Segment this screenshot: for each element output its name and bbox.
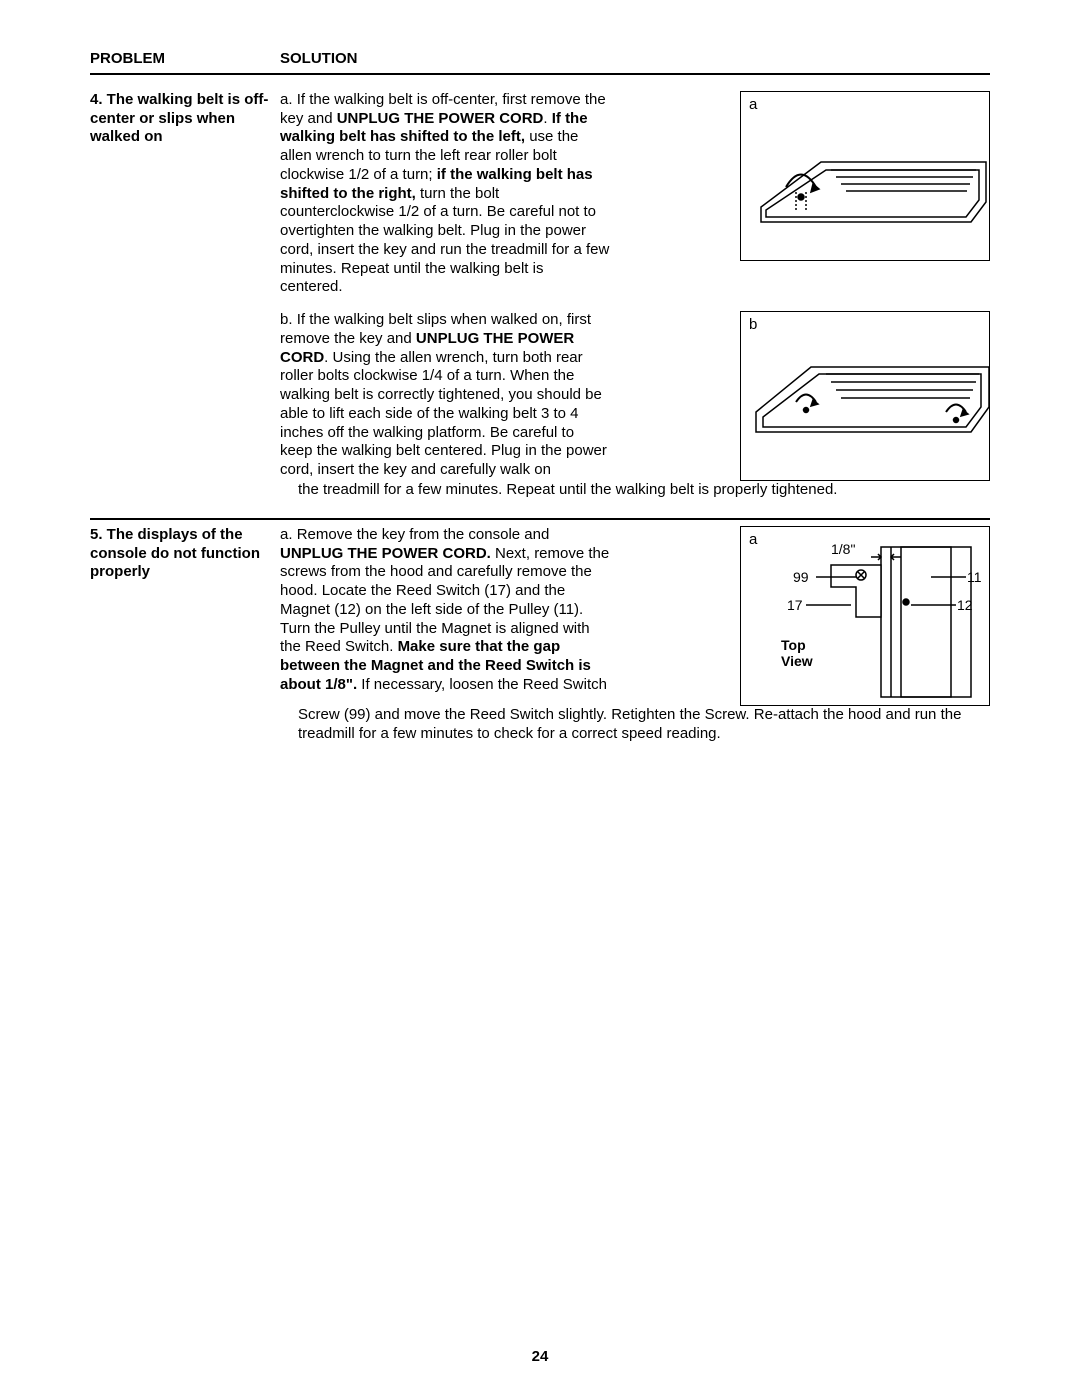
sol5a-wide: Screw (99) and move the Reed Switch slig… <box>280 706 990 744</box>
diag-12: 12 <box>957 597 973 615</box>
solution-4b-text: b. If the walking belt slips when walked… <box>280 311 740 481</box>
treadmill-slip-icon <box>741 312 991 482</box>
solution-5a-row: a. Remove the key from the console and U… <box>280 526 990 706</box>
diag-17: 17 <box>787 597 803 615</box>
sol4a-prefix: a. <box>280 91 293 108</box>
sol5a-nar2: If necessary, loosen the Reed Switch <box>357 676 607 693</box>
sol5a-pre: Remove the key from the console and <box>297 526 550 543</box>
treadmill-offcenter-icon <box>741 92 991 262</box>
diag-99: 99 <box>793 569 809 587</box>
figure-4a-label: a <box>749 96 757 115</box>
page-number: 24 <box>0 1348 1080 1367</box>
solution-4b-row: b. If the walking belt slips when walked… <box>280 311 990 481</box>
solution-4a-text: a. If the walking belt is off-center, fi… <box>280 91 740 297</box>
figure-4b-label: b <box>749 316 757 335</box>
header-solution: SOLUTION <box>280 50 990 69</box>
figure-5a: a <box>740 526 990 706</box>
sol4a-m1: . <box>543 110 551 127</box>
diag-11: 11 <box>967 569 982 587</box>
solution-5a-text: a. Remove the key from the console and U… <box>280 526 740 706</box>
sol4b-nar: . Using the allen wrench, turn both rear… <box>280 349 607 479</box>
solution-5: a. Remove the key from the console and U… <box>280 526 990 744</box>
diag-gap: 1/8" <box>831 541 855 559</box>
sol5a-b1: UNPLUG THE POWER CORD. <box>280 545 491 562</box>
section-5: 5. The displays of the console do not fu… <box>90 518 990 762</box>
solution-4a-row: a. If the walking belt is off-center, fi… <box>280 91 990 297</box>
reed-switch-diagram-icon <box>741 527 991 707</box>
diag-topview: Top View <box>781 637 813 669</box>
problem-4: 4. The walking belt is off-center or sli… <box>90 91 280 500</box>
sol5a-prefix: a. <box>280 526 293 543</box>
solution-4: a. If the walking belt is off-center, fi… <box>280 91 990 500</box>
sol4a-b1: UNPLUG THE POWER CORD <box>337 110 544 127</box>
sol4b-prefix: b. <box>280 311 293 328</box>
header-problem: PROBLEM <box>90 50 280 69</box>
problem-5: 5. The displays of the console do not fu… <box>90 526 280 744</box>
section-4: 4. The walking belt is off-center or sli… <box>90 85 990 518</box>
figure-5a-label: a <box>749 531 757 550</box>
figure-4b: b <box>740 311 990 481</box>
sol4b-wide: the treadmill for a few minutes. Repeat … <box>280 481 990 500</box>
figure-4a: a <box>740 91 990 297</box>
table-header: PROBLEM SOLUTION <box>90 50 990 75</box>
